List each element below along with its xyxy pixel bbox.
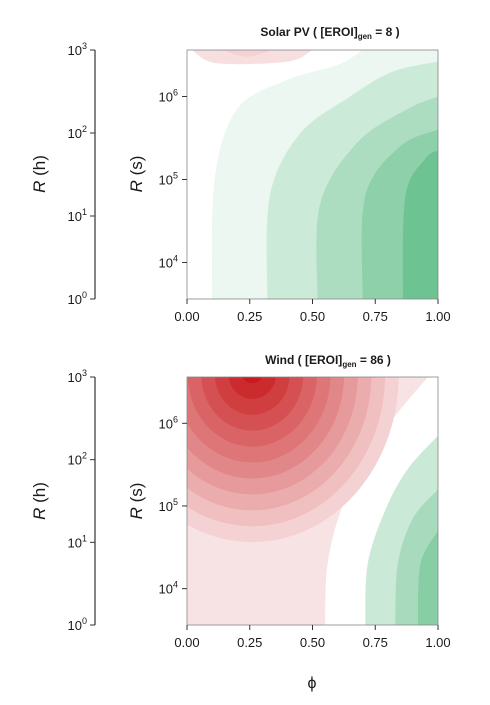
y-axis-label-wind: R (s) bbox=[127, 483, 146, 520]
axes-solar: 0.00 0.25 0.50 0.75 1.00 104 105 106 100 101 102 10… bbox=[68, 41, 451, 324]
x-axis-label: ϕ bbox=[308, 675, 317, 692]
contour-band-negative-10 bbox=[228, 377, 276, 399]
y-tick-label: 106 bbox=[159, 87, 178, 104]
outer-y-tick-label: 100 bbox=[68, 616, 87, 633]
panel-wind: Wind ( [EROI]gen = 86 ) 0.00 0.25 0.50 0.75… bbox=[30, 353, 451, 650]
x-tick-label: 0.75 bbox=[363, 635, 388, 650]
x-tick-label: 0.50 bbox=[300, 635, 325, 650]
outer-y-tick-label: 101 bbox=[68, 207, 87, 224]
outer-y-tick-label: 103 bbox=[68, 368, 87, 385]
x-tick-label: 1.00 bbox=[425, 309, 450, 324]
x-tick-label: 0.25 bbox=[237, 309, 262, 324]
panel-solar-pv: Solar PV ( [EROI]gen = 8 ) 0.00 0.25 0.50 0… bbox=[30, 25, 451, 324]
outer-y-tick-label: 100 bbox=[68, 290, 87, 307]
axes-wind: 0.00 0.25 0.50 0.75 1.00 104 105 106 100 101 102 10… bbox=[68, 368, 451, 650]
contour-band-negative-1 bbox=[192, 50, 313, 65]
contour-fill-solar bbox=[187, 50, 438, 299]
y-tick-label: 106 bbox=[159, 414, 178, 431]
outer-y-tick-label: 101 bbox=[68, 533, 87, 550]
y-tick-label: 104 bbox=[159, 580, 178, 597]
y-tick-label: 104 bbox=[159, 253, 178, 270]
x-tick-label: 1.00 bbox=[425, 635, 450, 650]
y-tick-label: 105 bbox=[159, 170, 178, 187]
x-tick-label: 0.25 bbox=[237, 635, 262, 650]
outer-y-tick-label: 103 bbox=[68, 41, 87, 58]
contour-band-negative-2 bbox=[222, 50, 273, 57]
chart-title-wind: Wind ( [EROI]gen = 86 ) bbox=[265, 353, 391, 369]
chart-title-solar: Solar PV ( [EROI]gen = 8 ) bbox=[260, 25, 399, 41]
x-tick-label: 0.00 bbox=[174, 309, 199, 324]
contour-band-negative-11 bbox=[242, 377, 262, 383]
contour-fill-wind bbox=[187, 377, 438, 625]
outer-y-axis-label-solar: R (h) bbox=[30, 155, 49, 193]
x-tick-label: 0.50 bbox=[300, 309, 325, 324]
outer-y-tick-label: 102 bbox=[68, 124, 87, 141]
x-tick-label: 0.75 bbox=[363, 309, 388, 324]
y-tick-label: 105 bbox=[159, 497, 178, 514]
contour-band-positive-3 bbox=[417, 530, 438, 625]
outer-y-tick-label: 102 bbox=[68, 451, 87, 468]
y-axis-label-solar: R (s) bbox=[127, 156, 146, 193]
contour-band-negative-9 bbox=[215, 377, 290, 415]
x-tick-label: 0.00 bbox=[174, 635, 199, 650]
contour-band-positive-4 bbox=[402, 150, 438, 299]
outer-y-axis-label-wind: R (h) bbox=[30, 482, 49, 520]
